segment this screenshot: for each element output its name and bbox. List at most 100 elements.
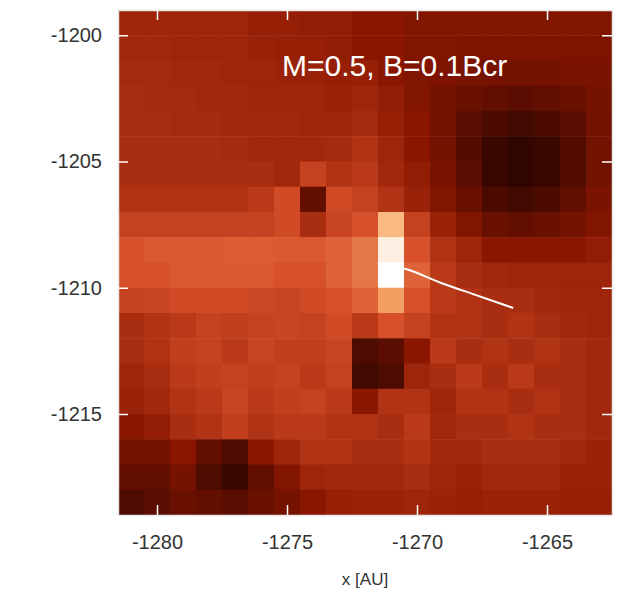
heat-cell bbox=[534, 338, 561, 364]
heat-cell bbox=[378, 86, 405, 112]
heat-cell bbox=[274, 187, 301, 213]
heat-cell bbox=[430, 439, 457, 465]
heat-cell bbox=[508, 439, 535, 465]
heat-cell bbox=[274, 288, 301, 314]
heat-cell bbox=[274, 263, 301, 289]
heat-cell bbox=[196, 136, 223, 162]
heat-cell bbox=[404, 414, 431, 440]
heat-cell bbox=[170, 10, 197, 36]
heat-cell bbox=[118, 212, 145, 238]
tick-label: -1210 bbox=[51, 277, 102, 299]
heat-cell bbox=[326, 389, 353, 415]
heat-cell bbox=[196, 237, 223, 263]
x-axis-top bbox=[119, 10, 613, 20]
heat-cell bbox=[274, 10, 301, 36]
heat-cell bbox=[404, 237, 431, 263]
heat-cell bbox=[352, 187, 379, 213]
heat-cell bbox=[378, 187, 405, 213]
tick bbox=[287, 10, 288, 20]
heat-cell bbox=[300, 111, 327, 137]
heat-cell bbox=[586, 162, 612, 188]
heat-cell bbox=[274, 162, 301, 188]
heat-cell bbox=[534, 111, 561, 137]
heat-cell bbox=[508, 263, 535, 289]
heat-cell bbox=[300, 263, 327, 289]
heat-cell bbox=[274, 465, 301, 491]
heat-cell bbox=[118, 313, 145, 339]
heat-cell bbox=[482, 465, 509, 491]
heat-cell bbox=[534, 237, 561, 263]
heat-cell bbox=[196, 61, 223, 87]
heat-cell bbox=[404, 10, 431, 36]
heat-cell bbox=[560, 136, 587, 162]
heat-cell bbox=[586, 364, 612, 390]
heat-cell bbox=[118, 86, 145, 112]
heat-cell bbox=[170, 86, 197, 112]
heat-cell bbox=[482, 313, 509, 339]
heat-cell bbox=[300, 313, 327, 339]
heat-cell bbox=[222, 10, 249, 36]
heat-cell bbox=[404, 86, 431, 112]
heat-cell bbox=[248, 313, 275, 339]
heat-cell bbox=[196, 212, 223, 238]
heat-cell bbox=[326, 313, 353, 339]
heat-cell bbox=[300, 212, 327, 238]
tick-mark bbox=[417, 505, 419, 515]
heat-cell bbox=[378, 111, 405, 137]
heat-cell bbox=[534, 35, 561, 61]
heat-cell bbox=[586, 490, 612, 515]
heat-cell bbox=[404, 162, 431, 188]
heat-cell bbox=[534, 187, 561, 213]
heat-cell bbox=[274, 338, 301, 364]
heat-cell bbox=[352, 162, 379, 188]
heat-cell bbox=[456, 10, 483, 36]
heat-cell bbox=[508, 364, 535, 390]
heat-cell bbox=[170, 237, 197, 263]
heat-cell bbox=[118, 111, 145, 137]
heat-cell bbox=[534, 490, 561, 515]
heat-cell bbox=[534, 439, 561, 465]
heat-cell bbox=[404, 136, 431, 162]
heat-cell bbox=[560, 212, 587, 238]
heat-cell bbox=[456, 162, 483, 188]
heat-cell bbox=[248, 162, 275, 188]
heat-cell bbox=[248, 35, 275, 61]
heat-cell bbox=[404, 389, 431, 415]
y-axis: -1200-1205-1210-1215 bbox=[51, 11, 128, 516]
heat-cell bbox=[170, 313, 197, 339]
heat-cell bbox=[352, 490, 379, 515]
heat-cell bbox=[196, 187, 223, 213]
heat-cell bbox=[508, 86, 535, 112]
heat-cell bbox=[586, 35, 612, 61]
heat-cell bbox=[326, 465, 353, 491]
heat-cell bbox=[586, 465, 612, 491]
heat-cell bbox=[300, 237, 327, 263]
axis-line bbox=[119, 10, 613, 12]
heat-cell bbox=[482, 490, 509, 515]
heat-cell bbox=[352, 364, 379, 390]
heat-cell bbox=[300, 364, 327, 390]
heat-cell bbox=[196, 439, 223, 465]
heat-cell bbox=[144, 237, 171, 263]
heat-cell bbox=[430, 338, 457, 364]
tick: -1215 bbox=[51, 403, 128, 425]
heat-cell bbox=[586, 414, 612, 440]
heat-cell bbox=[482, 136, 509, 162]
heat-cell bbox=[248, 288, 275, 314]
heat-cell bbox=[456, 111, 483, 137]
heat-cell bbox=[430, 237, 457, 263]
heat-cell bbox=[196, 263, 223, 289]
heat-cell bbox=[378, 414, 405, 440]
heat-cell bbox=[196, 389, 223, 415]
heat-cell bbox=[560, 313, 587, 339]
heat-cell bbox=[404, 111, 431, 137]
tick-label: -1215 bbox=[51, 403, 102, 425]
heat-cell bbox=[508, 313, 535, 339]
heat-cell bbox=[144, 86, 171, 112]
heat-cell bbox=[534, 389, 561, 415]
heat-cell bbox=[586, 313, 612, 339]
tick-label: -1270 bbox=[392, 531, 443, 553]
heat-cell bbox=[508, 389, 535, 415]
chart: -1280-1275-1270-1265-1200-1205-1210-1215… bbox=[0, 0, 619, 593]
heat-cell bbox=[456, 414, 483, 440]
